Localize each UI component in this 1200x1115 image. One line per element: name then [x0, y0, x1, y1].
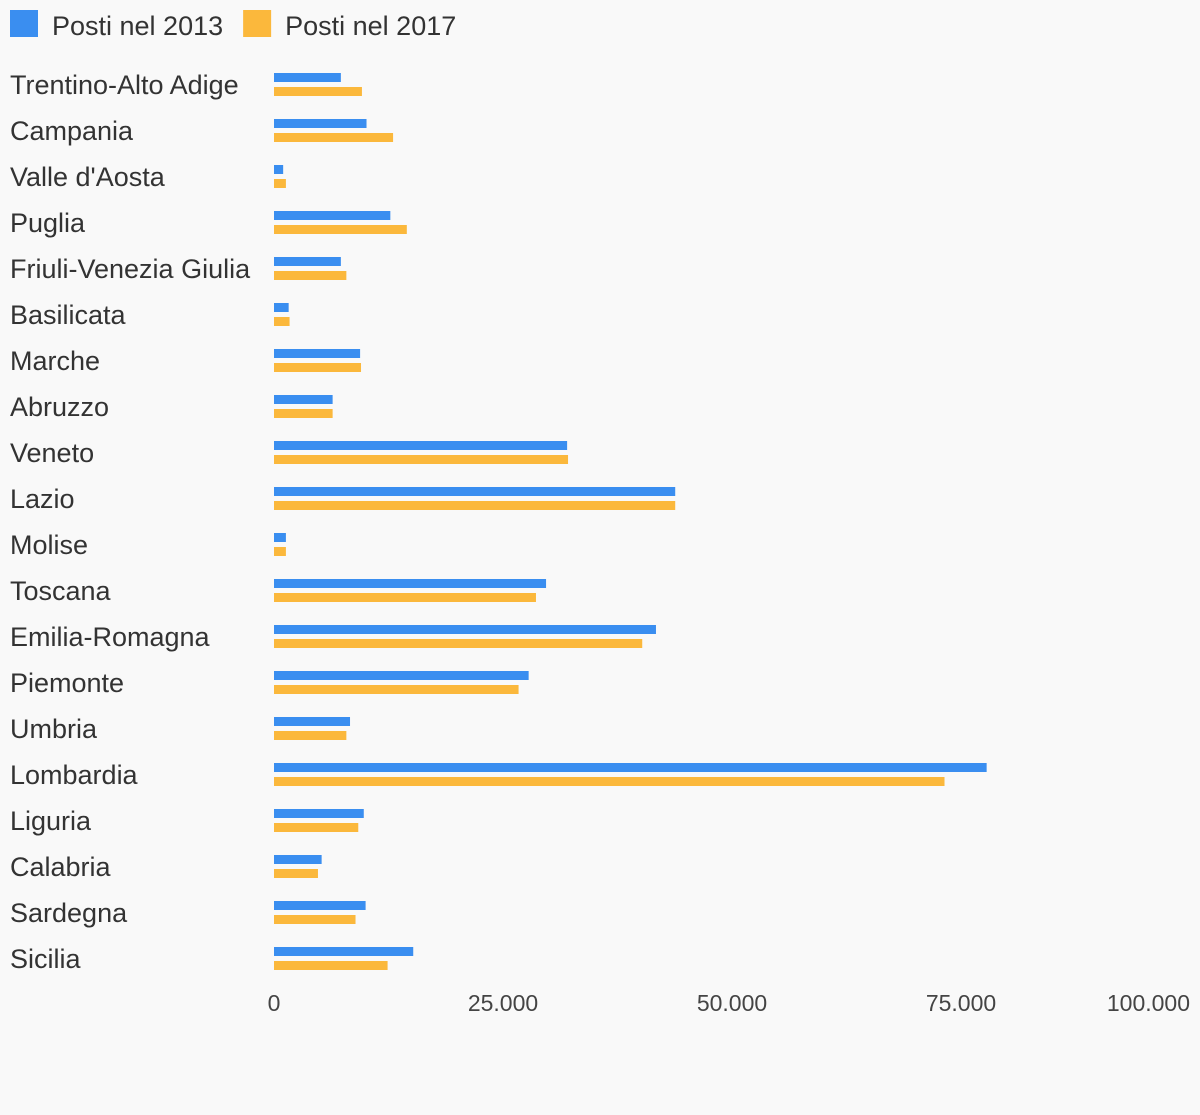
bar-trentino-alto-adige-2013: [274, 73, 341, 82]
bar-emilia-romagna-2013: [274, 625, 656, 634]
x-tick-label-3: 75.000: [926, 990, 996, 1016]
legend-swatch-1: [243, 10, 272, 37]
bar-calabria-2017: [274, 869, 318, 878]
x-axis: 0 25.000 50.000 75.000 100.000: [268, 990, 1190, 1016]
category-label-piemonte: Piemonte: [10, 668, 124, 698]
legend: Posti nel 2013 Posti nel 2017: [10, 10, 456, 41]
category-label-valle-d-aosta: Valle d'Aosta: [10, 162, 166, 192]
bar-calabria-2013: [274, 855, 322, 864]
bar-basilicata-2013: [274, 303, 289, 312]
category-label-trentino-alto-adige: Trentino-Alto Adige: [10, 70, 239, 100]
x-tick-label-1: 25.000: [468, 990, 538, 1016]
category-labels: Trentino-Alto Adige Campania Valle d'Aosta…: [10, 70, 251, 974]
bar-puglia-2013: [274, 211, 391, 220]
bar-abruzzo-2017: [274, 409, 333, 418]
category-label-friuli-venezia-giulia: Friuli-Venezia Giulia: [10, 254, 251, 284]
bar-liguria-2013: [274, 809, 364, 818]
category-label-liguria: Liguria: [10, 806, 92, 836]
bar-campania-2013: [274, 119, 367, 128]
category-label-basilicata: Basilicata: [10, 300, 127, 330]
bar-lombardia-2017: [274, 777, 945, 786]
legend-swatch-0: [10, 10, 38, 37]
bar-friuli-venezia-giulia-2017: [274, 271, 347, 280]
bar-sicilia-2013: [274, 947, 414, 956]
bar-marche-2017: [274, 363, 362, 372]
bar-friuli-venezia-giulia-2013: [274, 257, 341, 266]
category-label-marche: Marche: [10, 346, 100, 376]
bar-puglia-2017: [274, 225, 407, 234]
category-label-veneto: Veneto: [10, 438, 94, 468]
bar-liguria-2017: [274, 823, 359, 832]
bar-toscana-2013: [274, 579, 547, 588]
category-label-molise: Molise: [10, 530, 88, 560]
bars: [274, 73, 987, 970]
bar-molise-2013: [274, 533, 286, 542]
bar-emilia-romagna-2017: [274, 639, 643, 648]
bar-toscana-2017: [274, 593, 536, 602]
category-label-sicilia: Sicilia: [10, 944, 82, 974]
bar-lombardia-2013: [274, 763, 987, 772]
legend-label-0: Posti nel 2013: [52, 11, 223, 41]
category-label-campania: Campania: [10, 116, 134, 146]
x-tick-label-4: 100.000: [1107, 990, 1190, 1016]
bar-piemonte-2017: [274, 685, 519, 694]
bar-molise-2017: [274, 547, 286, 556]
category-label-umbria: Umbria: [10, 714, 98, 744]
bar-lazio-2013: [274, 487, 676, 496]
bar-veneto-2017: [274, 455, 569, 464]
bar-sardegna-2013: [274, 901, 366, 910]
bar-valle-d-aosta-2017: [274, 179, 286, 188]
bar-sicilia-2017: [274, 961, 388, 970]
bar-umbria-2013: [274, 717, 351, 726]
bar-sardegna-2017: [274, 915, 356, 924]
x-tick-label-2: 50.000: [697, 990, 767, 1016]
bar-abruzzo-2013: [274, 395, 333, 404]
bar-basilicata-2017: [274, 317, 290, 326]
category-label-abruzzo: Abruzzo: [10, 392, 109, 422]
bar-umbria-2017: [274, 731, 347, 740]
category-label-lombardia: Lombardia: [10, 760, 139, 790]
bar-marche-2013: [274, 349, 361, 358]
category-label-sardegna: Sardegna: [10, 898, 128, 928]
bar-trentino-alto-adige-2017: [274, 87, 362, 96]
bar-piemonte-2013: [274, 671, 529, 680]
category-label-emilia-romagna: Emilia-Romagna: [10, 622, 211, 652]
category-label-calabria: Calabria: [10, 852, 112, 882]
category-label-puglia: Puglia: [10, 208, 86, 238]
category-label-lazio: Lazio: [10, 484, 75, 514]
legend-label-1: Posti nel 2017: [285, 11, 456, 41]
x-tick-label-0: 0: [268, 990, 281, 1016]
category-label-toscana: Toscana: [10, 576, 112, 606]
bar-veneto-2013: [274, 441, 568, 450]
bar-campania-2017: [274, 133, 394, 142]
bar-lazio-2017: [274, 501, 676, 510]
bar-valle-d-aosta-2013: [274, 165, 284, 174]
